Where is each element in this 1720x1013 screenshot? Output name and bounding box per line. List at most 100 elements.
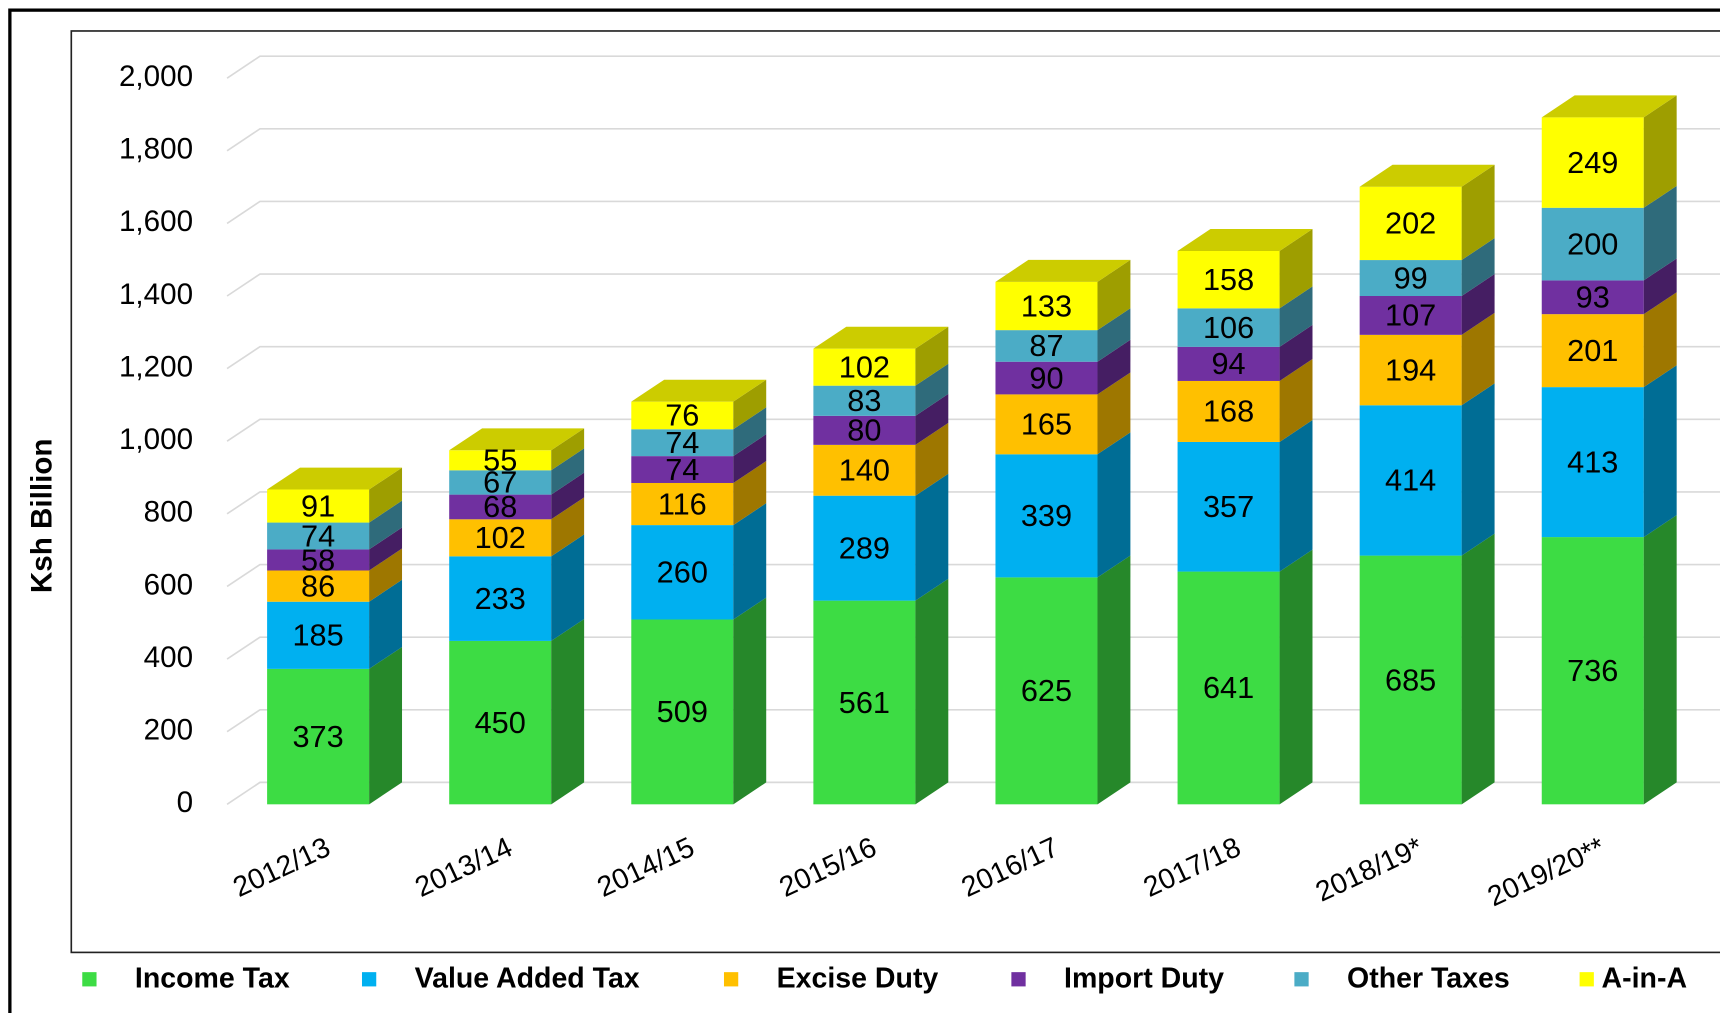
data-label: 140	[839, 453, 890, 488]
bar-side	[369, 500, 403, 550]
bar-segment	[1359, 164, 1495, 261]
data-label: 249	[1567, 145, 1618, 180]
data-label: 133	[1021, 288, 1072, 323]
data-label: 201	[1567, 333, 1618, 368]
y-tick-label: 1,000	[119, 423, 193, 456]
bar-side	[1461, 274, 1495, 335]
bar-segment	[267, 646, 403, 805]
data-label: 233	[475, 581, 526, 616]
bar-side	[551, 534, 585, 641]
bar-side	[1643, 292, 1677, 388]
bar-segment	[1541, 515, 1677, 805]
bar-side	[1461, 164, 1495, 261]
grid-line	[226, 345, 1720, 370]
bar-segment	[813, 578, 949, 805]
bar-front	[1359, 334, 1462, 406]
bar-segment	[267, 579, 403, 669]
bar-front	[631, 456, 734, 483]
bar-front	[1541, 280, 1644, 315]
data-label: 185	[292, 618, 343, 653]
legend-label: Value Added Tax	[415, 962, 640, 994]
bar-front	[1177, 441, 1280, 572]
bar-side	[1279, 359, 1313, 442]
bar-side	[733, 434, 767, 483]
data-label: 641	[1203, 670, 1254, 705]
bar-front	[1359, 555, 1462, 805]
data-label: 202	[1385, 206, 1436, 241]
y-tick-label: 1,400	[119, 278, 193, 311]
bar-segment	[1177, 229, 1313, 309]
bar-front	[1177, 346, 1280, 381]
bar-segment	[631, 597, 767, 805]
data-label: 76	[665, 398, 699, 433]
bar-side	[915, 422, 949, 496]
bar-segment	[1359, 383, 1495, 556]
bar-side	[733, 503, 767, 620]
outer-frame	[8, 8, 1720, 1013]
bar-front	[813, 385, 916, 416]
bar-side	[733, 407, 767, 457]
bar-side	[1643, 185, 1677, 281]
bar-segment	[449, 534, 585, 641]
bar-side	[1279, 549, 1313, 805]
bar-side	[1643, 95, 1677, 208]
data-label: 413	[1567, 444, 1618, 479]
bar-top	[995, 259, 1131, 282]
bar-segment	[1359, 274, 1495, 335]
data-label: 357	[1203, 489, 1254, 524]
bar-front	[449, 494, 552, 520]
legend-label: Other Taxes	[1347, 962, 1510, 994]
bar-segment	[1359, 533, 1495, 805]
y-tick-label: 1,600	[119, 205, 193, 238]
data-label: 168	[1203, 394, 1254, 429]
data-label: 200	[1567, 226, 1618, 261]
data-label: 685	[1385, 662, 1436, 697]
bar-side	[733, 597, 767, 805]
bar-front	[631, 525, 734, 620]
legend-label: Import Duty	[1064, 962, 1224, 994]
bar-front	[631, 429, 734, 457]
bar-front	[813, 495, 916, 601]
data-label: 373	[292, 719, 343, 754]
bar-front	[1541, 207, 1644, 281]
bar-side	[1461, 383, 1495, 556]
bar-side	[1461, 238, 1495, 296]
bar-front	[267, 570, 370, 602]
bar-side	[915, 473, 949, 601]
bar-front	[1177, 308, 1280, 347]
data-label: 91	[301, 488, 335, 523]
bar-top	[1177, 229, 1313, 251]
bar-side	[1279, 286, 1313, 347]
y-tick-label: 600	[144, 568, 193, 601]
bar-front	[449, 519, 552, 557]
bar-side	[369, 527, 403, 571]
legend-label: A-in-A	[1602, 962, 1688, 994]
data-label: 74	[665, 425, 699, 460]
bar-side	[369, 548, 403, 602]
bar-front	[449, 470, 552, 495]
x-tick-label: 2012/13	[228, 831, 335, 904]
bar-front	[813, 348, 916, 386]
bar-side	[1643, 515, 1677, 805]
bar-side	[1097, 308, 1131, 362]
bar-side	[1097, 372, 1131, 455]
bar-front	[1177, 571, 1280, 805]
plot-frame	[70, 30, 1720, 954]
bar-side	[1279, 324, 1313, 381]
bar-segment	[1359, 238, 1495, 296]
bar-front	[1359, 186, 1462, 261]
bar-side	[551, 618, 585, 805]
bar-segment	[267, 467, 403, 523]
bar-front	[995, 281, 1098, 331]
bar-segment	[813, 393, 949, 445]
bar-segment	[1177, 549, 1313, 805]
bar-segment	[995, 339, 1131, 395]
bar-segment	[813, 473, 949, 601]
bar-side	[551, 497, 585, 557]
bar-top	[1359, 164, 1495, 187]
data-label: 55	[483, 443, 517, 478]
bar-side	[915, 326, 949, 386]
bar-segment	[1541, 185, 1677, 281]
bar-segment	[449, 448, 585, 495]
